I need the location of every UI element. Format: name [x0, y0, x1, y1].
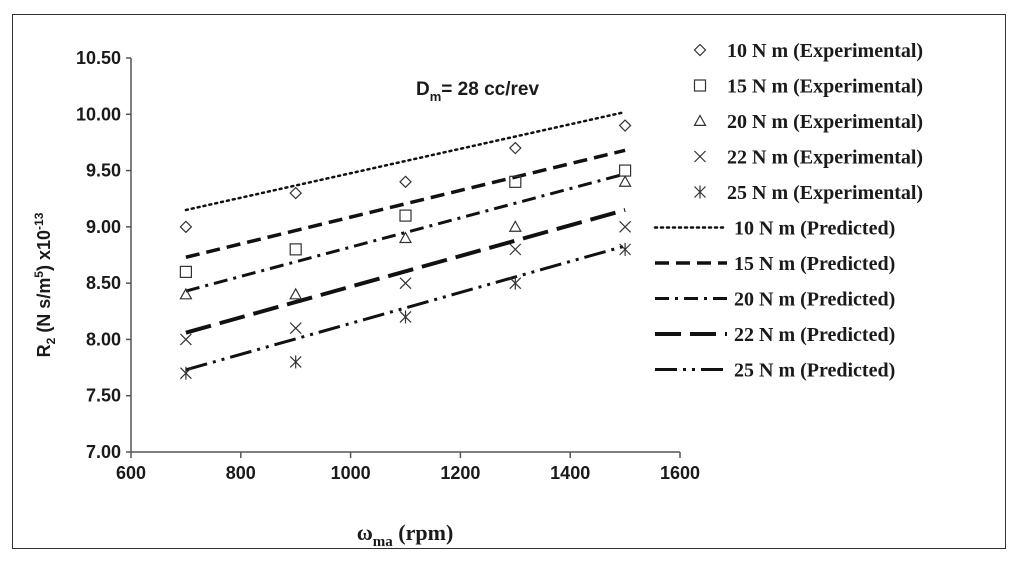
legend-label-3: 20 N m (Experimental)	[727, 111, 923, 133]
legend-marker-1	[693, 43, 707, 57]
point-series4-3	[399, 277, 412, 290]
point-series2-4	[509, 175, 522, 188]
point-series5-3	[399, 310, 412, 324]
y-tick-label: 7.00	[86, 442, 121, 462]
point-series3-5	[618, 175, 632, 187]
legend-label-4: 22 N m (Experimental)	[727, 147, 923, 169]
predicted-line-1	[184, 110, 627, 212]
point-series1-4	[508, 141, 522, 155]
point-series4-4	[509, 243, 522, 256]
point-series2-3	[399, 209, 412, 222]
legend-label-pred-2: 15 N m (Predicted)	[734, 253, 895, 275]
y-tick-label: 10.00	[76, 104, 121, 124]
legend-label-pred-1: 10 N m (Predicted)	[734, 218, 895, 240]
legend-label-5: 25 N m (Experimental)	[727, 182, 923, 204]
legend-label-pred-3: 20 N m (Predicted)	[734, 289, 895, 311]
legend-label-pred-4: 22 N m (Predicted)	[734, 324, 895, 346]
x-tick-label: 1200	[440, 463, 480, 483]
predicted-line-2	[185, 148, 626, 259]
point-series2-5	[618, 164, 632, 177]
y-tick-label: 8.50	[86, 273, 121, 293]
point-series2-2	[289, 243, 302, 256]
y-tick-label: 9.00	[86, 217, 121, 237]
point-series5-5	[619, 242, 632, 256]
point-series1-3	[399, 175, 412, 189]
predicted-line-5	[185, 244, 626, 372]
y-tick-label: 9.50	[86, 161, 121, 181]
point-series5-1	[179, 366, 192, 380]
x-axis-label: ωma (rpm)	[357, 520, 454, 550]
y-tick-label: 7.50	[86, 386, 121, 406]
legend-label-2: 15 N m (Experimental)	[727, 76, 923, 98]
point-series3-2	[289, 287, 303, 300]
chart-frame	[12, 14, 1006, 549]
legend-label-pred-5: 25 N m (Predicted)	[734, 360, 895, 382]
point-series3-1	[179, 287, 193, 300]
axes: 7.00 7.50 8.00 8.50 9.00 9.50 10.00 10.50 600 800…	[76, 48, 700, 483]
legend-marker-3	[693, 114, 707, 127]
y-tick-label: 10.50	[76, 48, 121, 68]
predicted-lines	[184, 110, 627, 372]
point-series3-4	[508, 220, 522, 232]
point-series3-3	[398, 231, 413, 244]
predicted-line-3	[185, 172, 626, 293]
x-tick-label: 1000	[331, 463, 371, 483]
legend-marker-5	[694, 185, 706, 199]
predicted-line-4	[185, 208, 626, 335]
annotation: Dm= 28 cc/rev	[416, 79, 539, 104]
point-series4-2	[289, 322, 302, 335]
legend-marker-4	[694, 150, 706, 163]
point-series1-5	[618, 119, 632, 132]
experimental-markers	[179, 119, 632, 380]
point-series1-1	[179, 220, 193, 234]
legend-marker-2	[693, 79, 707, 92]
legend: 10 N m (Experimental) 15 N m (Experimenta…	[653, 40, 923, 382]
point-series4-1	[179, 333, 192, 346]
y-tick-label: 8.00	[86, 329, 121, 349]
x-tick-label: 800	[226, 463, 256, 483]
x-tick-label: 600	[116, 463, 146, 483]
point-series5-4	[509, 276, 522, 290]
point-series2-1	[179, 265, 192, 278]
x-tick-label: 1600	[660, 463, 700, 483]
point-series4-5	[619, 220, 632, 233]
legend-label-1: 10 N m (Experimental)	[727, 40, 923, 62]
point-series5-2	[289, 355, 302, 369]
x-tick-label: 1400	[550, 463, 590, 483]
point-series1-2	[289, 186, 303, 200]
y-axis-label: R2 (N s/m5) x10-13	[32, 212, 58, 357]
